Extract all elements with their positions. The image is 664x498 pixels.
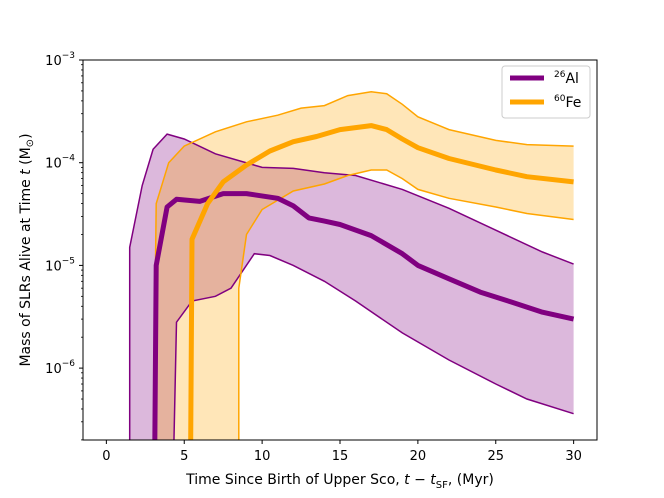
legend: 26Al 60Fe — [501, 65, 591, 119]
x-tick-label: 15 — [332, 449, 349, 464]
band-26al — [129, 134, 574, 440]
band-60fe — [153, 91, 574, 440]
upper-line-60fe — [152, 91, 574, 440]
y-tick-label: 10−3 — [45, 51, 75, 69]
upper-line-26al — [128, 133, 574, 440]
y-axis: 10−6 10−5 10−4 10−3 — [45, 51, 83, 441]
x-axis-label: Time Since Birth of Upper Sco, t − tSF, … — [185, 472, 494, 491]
median-line-60fe — [188, 123, 574, 440]
y-axis-label: Mass of SLRs Alive at Time t (M⊙) — [18, 133, 36, 366]
y-tick-label: 10−6 — [45, 359, 75, 377]
y-tick-label: 10−4 — [45, 154, 75, 172]
x-tick-label: 10 — [254, 449, 271, 464]
legend-label-fe60: 60Fe — [554, 94, 581, 111]
x-tick-label: 30 — [565, 449, 582, 464]
legend-label-al26: 26Al — [554, 70, 579, 87]
median-line-26al — [152, 191, 575, 440]
lower-line-60fe — [238, 169, 574, 440]
x-tick-label: 5 — [180, 449, 188, 464]
lower-line-26al — [173, 252, 574, 440]
series-lines — [128, 91, 575, 440]
y-tick-label: 10−5 — [45, 256, 75, 274]
x-tick-label: 0 — [102, 449, 110, 464]
x-tick-label: 20 — [410, 449, 427, 464]
x-axis: 0 5 10 15 20 25 30 — [102, 440, 582, 464]
uncertainty-bands — [129, 91, 574, 440]
x-tick-label: 25 — [487, 449, 504, 464]
